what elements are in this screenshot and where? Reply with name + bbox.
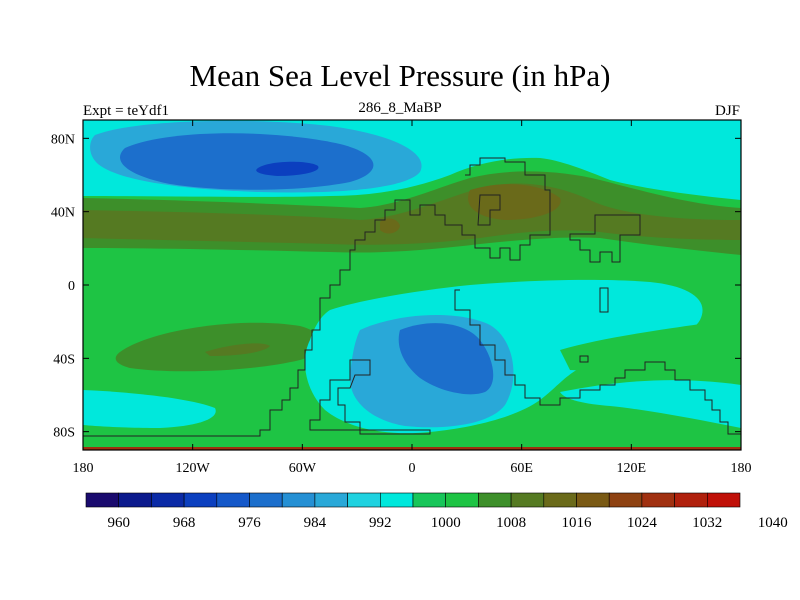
colorbar-label: 1016 <box>562 515 593 531</box>
colorbar-swatch <box>151 492 185 508</box>
y-tick-label: 40S <box>53 352 75 367</box>
x-tick-label: 0 <box>409 461 416 476</box>
field-south-cyan-green-inlay <box>560 324 705 371</box>
season-label: DJF <box>714 103 740 119</box>
colorbar-swatch <box>216 492 250 508</box>
x-tick-label: 60E <box>510 461 533 476</box>
continent-outlines <box>83 157 741 437</box>
field-south-high-outer <box>115 322 321 372</box>
outline-east-continent <box>569 214 641 263</box>
colorbar-swatch <box>314 492 348 508</box>
field-south-high-core <box>205 343 270 356</box>
outline-small-island <box>579 355 589 363</box>
field-highbelt-inner <box>83 183 741 245</box>
y-tick-label: 80N <box>51 132 75 147</box>
outline-inner-south <box>309 359 431 435</box>
colorbar-swatch <box>478 492 512 508</box>
x-tick-label: 60W <box>289 461 317 476</box>
outline-north-detail <box>477 194 501 226</box>
field-highbelt-core-east <box>468 184 561 220</box>
colorbar-label: 1032 <box>692 515 722 531</box>
x-axis: 180 120W 60W 0 60E 120E 180 <box>73 120 752 476</box>
colorbar-swatch <box>641 492 675 508</box>
pressure-field <box>83 120 741 450</box>
x-tick-label: 120W <box>176 461 211 476</box>
field-highbelt-core <box>380 218 400 234</box>
colorbar-label: 1040 <box>758 515 788 531</box>
colorbar-label: 992 <box>369 515 392 531</box>
colorbar-swatch <box>183 492 218 508</box>
colorbar <box>85 492 741 508</box>
outline-india-block <box>599 287 609 313</box>
colorbar-swatch <box>543 492 577 508</box>
colorbar-swatch <box>510 492 545 508</box>
field-north-low-mid <box>120 133 374 190</box>
y-tick-label: 0 <box>68 279 75 294</box>
colorbar-label: 960 <box>107 515 130 531</box>
experiment-label: Expt = teYdf1 <box>83 103 169 119</box>
field-south-low-mid <box>398 323 494 395</box>
colorbar-label: 1000 <box>431 515 461 531</box>
colorbar-swatch <box>706 492 741 508</box>
chart-title: Mean Sea Level Pressure (in hPa) <box>189 58 611 93</box>
y-axis: 80N 40N 0 40S 80S <box>51 132 741 441</box>
colorbar-swatch <box>85 492 120 508</box>
colorbar-label: 1008 <box>496 515 526 531</box>
x-tick-label: 120E <box>617 461 647 476</box>
outline-north-continent <box>83 157 551 437</box>
colorbar-swatch <box>281 492 316 508</box>
period-label: 286_8_MaBP <box>358 100 442 116</box>
colorbar-label: 1024 <box>627 515 658 531</box>
colorbar-swatch <box>347 492 381 508</box>
colorbar-swatch <box>608 492 643 508</box>
outline-southern-mass <box>454 289 741 435</box>
y-tick-label: 40N <box>51 206 75 221</box>
x-tick-label: 180 <box>73 461 94 476</box>
colorbar-label: 984 <box>304 515 327 531</box>
colorbar-swatch <box>576 492 610 508</box>
colorbar-swatch <box>412 492 447 508</box>
field-antarctic-cyan <box>83 390 216 428</box>
colorbar-label: 968 <box>173 515 196 531</box>
colorbar-swatch <box>118 492 152 508</box>
colorbar-swatch <box>249 492 283 508</box>
colorbar-swatch <box>674 492 708 508</box>
x-tick-label: 180 <box>731 461 752 476</box>
colorbar-swatch <box>445 492 479 508</box>
y-tick-label: 80S <box>53 426 75 441</box>
field-antarctic-cyan-east <box>560 380 741 428</box>
field-north-low-core <box>256 161 319 176</box>
colorbar-labels: 960 968 976 984 992 1000 1008 1016 1024 1032 1040 <box>107 515 787 531</box>
colorbar-swatch <box>379 492 414 508</box>
colorbar-label: 976 <box>238 515 261 531</box>
